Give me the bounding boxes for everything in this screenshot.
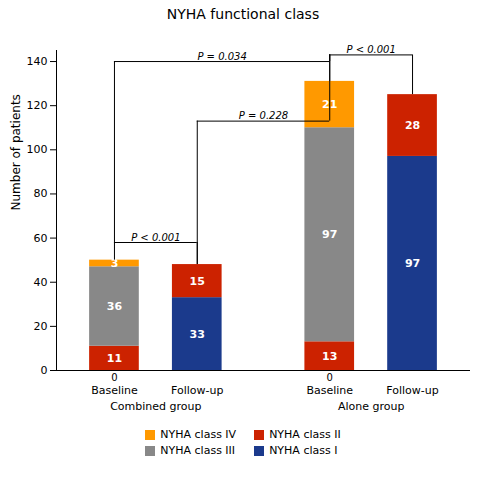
svg-text:Number of patients: Number of patients: [9, 94, 23, 210]
svg-text:97: 97: [322, 228, 337, 241]
svg-text:140: 140: [27, 55, 48, 68]
svg-text:P < 0.001: P < 0.001: [346, 44, 395, 55]
html-text:NYHA class II: NYHA class II: [269, 428, 341, 441]
html-text:NYHA class I: NYHA class I: [269, 444, 338, 457]
svg-text:3: 3: [110, 257, 119, 270]
svg-text:11: 11: [107, 352, 122, 365]
svg-text:33: 33: [190, 328, 205, 341]
svg-text:P = 0.034: P = 0.034: [197, 51, 246, 62]
svg-text:P < 0.001: P < 0.001: [131, 232, 180, 243]
svg-text:21: 21: [322, 98, 338, 112]
html-text:NYHA class III: NYHA class III: [160, 444, 236, 457]
svg-text:0: 0: [41, 364, 48, 377]
svg-text:Baseline: Baseline: [91, 384, 138, 397]
svg-text:Baseline: Baseline: [306, 384, 353, 397]
svg-text:0: 0: [111, 372, 117, 383]
svg-text:15: 15: [190, 275, 205, 288]
svg-text:97: 97: [405, 257, 420, 270]
svg-text:13: 13: [322, 350, 337, 363]
svg-text:Follow-up: Follow-up: [171, 384, 223, 397]
svg-text:40: 40: [34, 276, 48, 289]
svg-text:28: 28: [405, 119, 420, 132]
html-text:NYHA functional class: NYHA functional class: [166, 6, 320, 22]
svg-text:80: 80: [34, 187, 48, 200]
html-text:NYHA class IV: NYHA class IV: [160, 428, 237, 441]
svg-text:Follow-up: Follow-up: [386, 384, 438, 397]
svg-text:Combined group: Combined group: [110, 400, 201, 413]
svg-text:20: 20: [34, 320, 48, 333]
svg-text:0: 0: [327, 372, 333, 383]
svg-text:Alone group: Alone group: [338, 400, 405, 413]
svg-text:60: 60: [34, 232, 48, 245]
svg-text:P = 0.228: P = 0.228: [239, 110, 288, 121]
svg-text:36: 36: [107, 300, 123, 313]
svg-text:120: 120: [27, 99, 48, 112]
svg-text:100: 100: [27, 143, 48, 156]
